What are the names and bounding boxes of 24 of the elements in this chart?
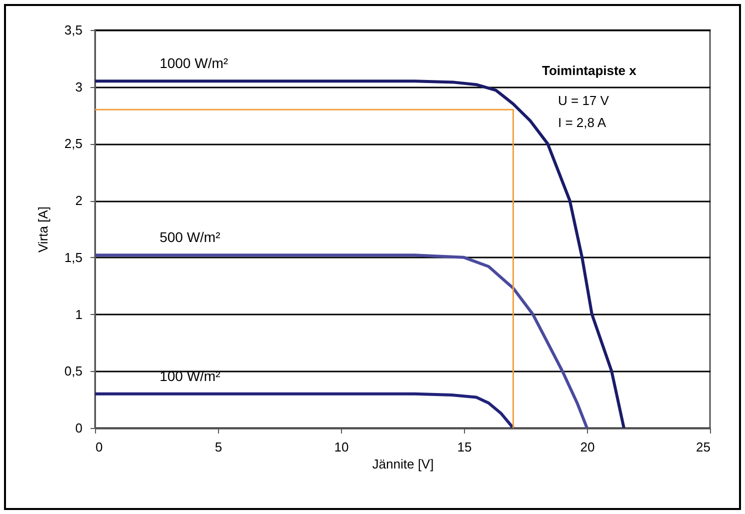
y-tick-label: 1: [75, 306, 82, 322]
x-tick-label: 20: [580, 440, 595, 454]
y-tick-label: 3,5: [64, 22, 82, 38]
annotation: Toimintapiste x: [542, 63, 638, 78]
y-tick-label: 3: [75, 79, 82, 94]
y-tick-label: 1,5: [64, 250, 82, 265]
y-tick-label: 2,5: [64, 136, 82, 152]
y-tick-label: 0: [75, 420, 82, 436]
x-tick-label: 5: [214, 440, 222, 454]
x-tick-label: 0: [96, 440, 103, 454]
x-tick-label: 10: [334, 440, 349, 454]
series-label: 1000 W/m²: [160, 55, 228, 72]
x-tick-label: 25: [696, 440, 710, 454]
x-tick-label: 15: [457, 440, 472, 454]
line-series: [95, 254, 588, 428]
line-series: [95, 392, 515, 428]
y-tick-label: 2: [75, 193, 82, 208]
y-tick-label: 0,5: [64, 364, 82, 379]
annotation: U = 17 V: [558, 93, 610, 108]
x-axis-title: Jännite [V]: [372, 456, 434, 472]
line-series: [95, 80, 626, 428]
y-axis-title: Virta [A]: [35, 206, 50, 253]
annotation: I = 2,8 A: [558, 115, 606, 130]
series-label: 500 W/m²: [160, 229, 221, 246]
